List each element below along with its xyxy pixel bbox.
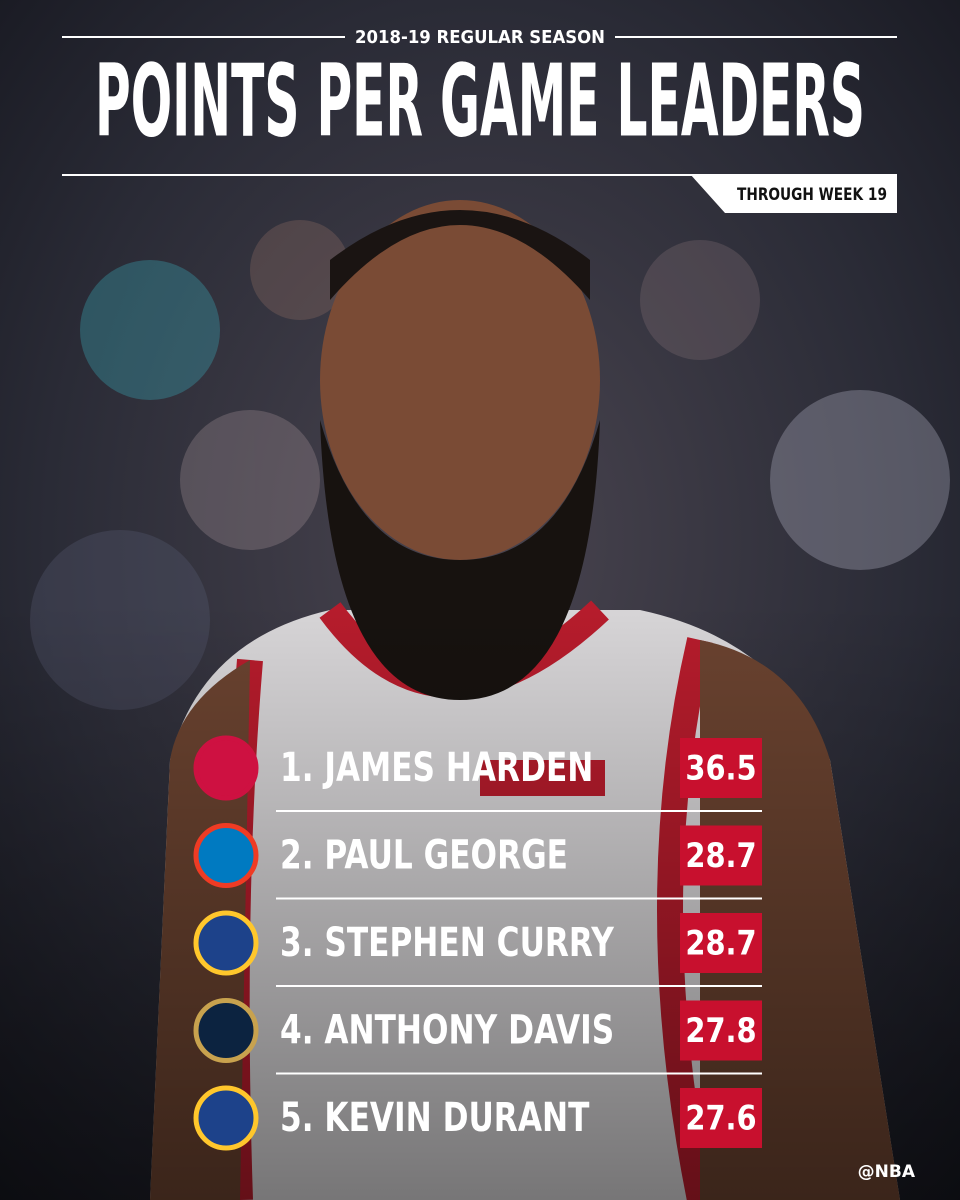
tag-box	[690, 174, 897, 213]
player-name: 2. PAUL GEORGE	[280, 833, 568, 879]
player-name: 5. KEVIN DURANT	[280, 1095, 590, 1141]
ppg-value: 28.7	[685, 925, 756, 964]
subtitle: 2018-19 REGULAR SEASON	[355, 27, 605, 48]
team-logo	[193, 998, 259, 1063]
team-logo	[193, 823, 259, 888]
team-logo	[193, 1085, 259, 1151]
value-box	[680, 738, 762, 798]
value-box	[680, 1088, 762, 1148]
value-box	[680, 825, 762, 886]
ppg-value: 36.5	[685, 750, 756, 789]
leader-list: 1. JAMES HARDEN 36.5 2. PAUL GEORGE 28.7 3. …	[193, 735, 762, 1151]
value-box	[680, 1000, 762, 1061]
player-name: 3. STEPHEN CURRY	[280, 920, 615, 966]
footer: @NBA	[858, 1162, 916, 1182]
value-box	[680, 913, 762, 973]
ppg-value: 28.7	[685, 837, 756, 876]
team-logo	[193, 910, 259, 976]
ppg-value: 27.6	[685, 1100, 756, 1139]
player-name: 1. JAMES HARDEN	[280, 745, 593, 791]
title: POINTS PER GAME LEADERS	[95, 42, 865, 159]
tag: THROUGH WEEK 19	[737, 185, 887, 205]
ppg-value: 27.8	[685, 1012, 756, 1051]
player-name: 4. ANTHONY DAVIS	[280, 1008, 614, 1054]
team-logo	[193, 735, 259, 801]
